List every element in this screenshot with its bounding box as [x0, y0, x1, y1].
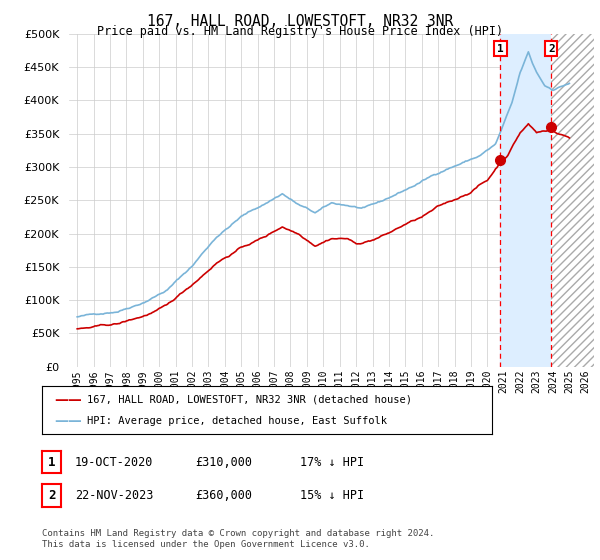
- Text: 167, HALL ROAD, LOWESTOFT, NR32 3NR (detached house): 167, HALL ROAD, LOWESTOFT, NR32 3NR (det…: [87, 395, 412, 405]
- Bar: [551, 34, 594, 367]
- Text: 1: 1: [48, 455, 55, 469]
- Text: 22-NOV-2023: 22-NOV-2023: [75, 489, 154, 502]
- Text: 1: 1: [497, 44, 504, 54]
- Bar: [500, 34, 551, 367]
- Text: Contains HM Land Registry data © Crown copyright and database right 2024.
This d: Contains HM Land Registry data © Crown c…: [42, 529, 434, 549]
- Text: HPI: Average price, detached house, East Suffolk: HPI: Average price, detached house, East…: [87, 416, 387, 426]
- Text: £360,000: £360,000: [195, 489, 252, 502]
- Text: 167, HALL ROAD, LOWESTOFT, NR32 3NR: 167, HALL ROAD, LOWESTOFT, NR32 3NR: [147, 14, 453, 29]
- Text: 2: 2: [48, 489, 55, 502]
- Text: ——: ——: [54, 393, 82, 407]
- Text: 19-OCT-2020: 19-OCT-2020: [75, 455, 154, 469]
- Text: 2: 2: [548, 44, 555, 54]
- Text: Price paid vs. HM Land Registry's House Price Index (HPI): Price paid vs. HM Land Registry's House …: [97, 25, 503, 38]
- Text: £310,000: £310,000: [195, 455, 252, 469]
- Text: 17% ↓ HPI: 17% ↓ HPI: [300, 455, 364, 469]
- Text: ——: ——: [54, 414, 82, 428]
- Text: 15% ↓ HPI: 15% ↓ HPI: [300, 489, 364, 502]
